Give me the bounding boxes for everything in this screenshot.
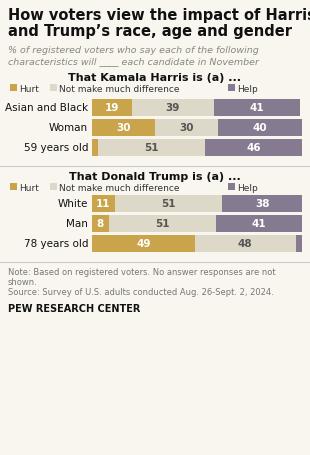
Text: That Donald Trump is (a) ...: That Donald Trump is (a) ... <box>69 172 241 182</box>
Text: and Trump’s race, age and gender: and Trump’s race, age and gender <box>8 24 292 39</box>
Bar <box>92 216 109 233</box>
Text: Hurt: Hurt <box>19 184 39 192</box>
Text: 39: 39 <box>166 103 180 113</box>
Text: 59 years old: 59 years old <box>24 143 88 153</box>
Text: Help: Help <box>237 184 258 192</box>
Text: That Kamala Harris is (a) ...: That Kamala Harris is (a) ... <box>69 73 241 83</box>
Text: Woman: Woman <box>49 123 88 133</box>
Bar <box>10 184 17 191</box>
Text: 51: 51 <box>144 143 159 153</box>
Bar <box>92 196 115 212</box>
Text: shown.: shown. <box>8 278 38 286</box>
Text: 19: 19 <box>105 103 119 113</box>
Bar <box>206 140 302 157</box>
Bar <box>214 100 300 117</box>
Bar <box>92 100 132 117</box>
Bar <box>228 184 235 191</box>
Bar <box>92 236 195 253</box>
Bar <box>132 100 214 117</box>
Text: Help: Help <box>237 85 258 94</box>
Text: 8: 8 <box>97 219 104 229</box>
Text: 41: 41 <box>250 103 264 113</box>
Text: Hurt: Hurt <box>19 85 39 94</box>
Bar <box>222 196 302 212</box>
Text: 51: 51 <box>155 219 170 229</box>
Text: 11: 11 <box>96 199 111 209</box>
Text: Note: Based on registered voters. No answer responses are not: Note: Based on registered voters. No ans… <box>8 268 276 276</box>
Bar <box>218 120 302 136</box>
Text: characteristics will ____ each candidate in November: characteristics will ____ each candidate… <box>8 57 259 66</box>
Bar <box>92 140 98 157</box>
Text: % of registered voters who say each of the following: % of registered voters who say each of t… <box>8 46 259 55</box>
Bar <box>296 236 302 253</box>
Text: Man: Man <box>66 219 88 229</box>
Bar <box>50 85 57 92</box>
Bar <box>10 85 17 92</box>
Text: Not make much difference: Not make much difference <box>59 85 179 94</box>
Bar <box>92 120 155 136</box>
Bar <box>50 184 57 191</box>
Text: 41: 41 <box>252 219 266 229</box>
Text: How voters view the impact of Harris': How voters view the impact of Harris' <box>8 8 310 23</box>
Text: 51: 51 <box>162 199 176 209</box>
Text: 30: 30 <box>116 123 131 133</box>
Bar <box>155 120 218 136</box>
Text: 49: 49 <box>136 239 151 249</box>
Text: 30: 30 <box>179 123 194 133</box>
Bar <box>109 216 216 233</box>
Text: PEW RESEARCH CENTER: PEW RESEARCH CENTER <box>8 303 140 313</box>
Text: White: White <box>58 199 88 209</box>
Bar <box>115 196 222 212</box>
Text: 38: 38 <box>255 199 269 209</box>
Bar <box>195 236 296 253</box>
Text: 40: 40 <box>253 123 267 133</box>
Text: 46: 46 <box>246 143 261 153</box>
Bar <box>98 140 206 157</box>
Text: Asian and Black: Asian and Black <box>5 103 88 113</box>
Bar <box>228 85 235 92</box>
Text: 78 years old: 78 years old <box>24 239 88 249</box>
Text: Not make much difference: Not make much difference <box>59 184 179 192</box>
Text: 48: 48 <box>238 239 253 249</box>
Bar <box>216 216 302 233</box>
Text: Source: Survey of U.S. adults conducted Aug. 26-Sept. 2, 2024.: Source: Survey of U.S. adults conducted … <box>8 288 274 296</box>
